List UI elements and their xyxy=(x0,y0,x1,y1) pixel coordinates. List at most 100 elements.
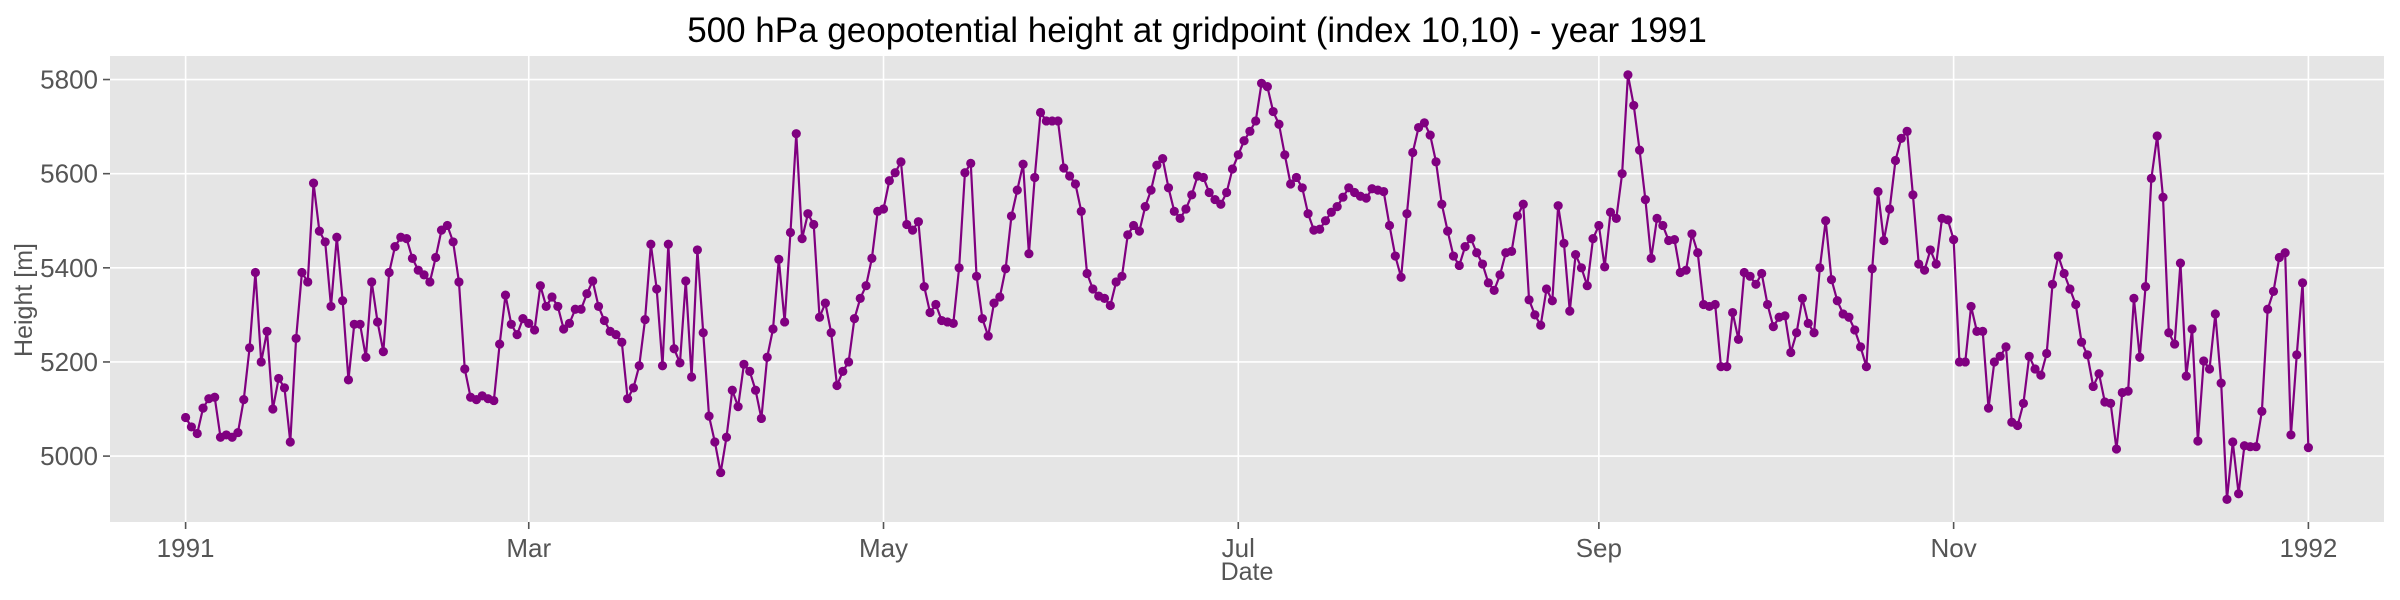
data-point xyxy=(547,292,557,302)
data-point xyxy=(623,394,633,404)
data-point xyxy=(593,301,604,312)
data-point xyxy=(332,232,342,242)
data-point xyxy=(1065,171,1075,181)
data-point xyxy=(1280,150,1290,160)
x-tick-label: 1991 xyxy=(157,533,215,563)
data-point xyxy=(1320,216,1331,226)
data-point xyxy=(721,432,732,442)
data-point xyxy=(628,383,639,393)
data-point xyxy=(1262,82,1272,92)
data-point xyxy=(425,277,435,287)
plot-area xyxy=(110,56,2384,522)
data-point xyxy=(2042,348,2052,359)
data-point xyxy=(564,318,575,328)
data-point xyxy=(1035,107,1046,118)
data-point xyxy=(1332,202,1342,212)
data-point xyxy=(1315,224,1325,234)
data-point xyxy=(1419,118,1429,128)
data-point xyxy=(1931,259,1941,269)
data-point xyxy=(1995,351,2005,361)
data-point xyxy=(1495,270,1505,280)
data-point xyxy=(1076,206,1086,216)
grid xyxy=(110,56,2384,522)
data-point xyxy=(774,254,784,264)
data-point xyxy=(1163,183,1174,193)
data-point xyxy=(1454,260,1464,271)
data-point xyxy=(681,276,691,286)
x-tick-label: Jul xyxy=(1222,533,1255,563)
data-point xyxy=(256,357,266,367)
data-point xyxy=(657,361,668,371)
data-point xyxy=(378,347,388,357)
data-point xyxy=(1536,320,1546,330)
data-point xyxy=(1402,209,1412,219)
data-point xyxy=(210,392,220,402)
y-tick-label: 5600 xyxy=(40,159,98,189)
data-point xyxy=(1216,199,1226,209)
data-point xyxy=(867,253,877,263)
data-point xyxy=(826,328,836,338)
data-point xyxy=(1297,183,1307,193)
data-point xyxy=(1472,248,1482,258)
data-point xyxy=(1251,116,1261,126)
data-point xyxy=(1286,179,1296,189)
data-point xyxy=(535,281,545,291)
data-point xyxy=(2251,442,2261,452)
data-point xyxy=(1803,318,1813,328)
data-point xyxy=(931,299,941,310)
data-point xyxy=(1134,226,1145,236)
data-point xyxy=(2123,386,2133,396)
x-axis-label: Date xyxy=(1221,558,1274,586)
data-point xyxy=(1919,265,1930,275)
data-point xyxy=(1326,207,1336,217)
data-point xyxy=(640,315,650,325)
data-point xyxy=(2094,369,2104,379)
data-point xyxy=(1105,300,1115,311)
y-axis: 5000 5200 5400 5600 5800 xyxy=(40,65,110,471)
data-point xyxy=(1111,277,1121,287)
data-point xyxy=(1222,187,1232,198)
data-point xyxy=(2106,398,2116,408)
data-point xyxy=(2158,192,2168,202)
x-tick-label: 1992 xyxy=(2279,533,2337,563)
data-point xyxy=(1733,334,1744,344)
data-point xyxy=(1460,242,1470,252)
data-point xyxy=(181,412,191,423)
data-point xyxy=(268,404,278,414)
data-point xyxy=(285,437,295,447)
data-point xyxy=(2181,371,2191,381)
data-point xyxy=(320,237,330,247)
data-point xyxy=(1303,209,1313,219)
data-point xyxy=(233,427,243,438)
data-point xyxy=(1983,403,1994,413)
data-point xyxy=(1227,164,1238,174)
y-tick-label: 5000 xyxy=(40,441,98,471)
data-point xyxy=(1361,193,1371,203)
data-point xyxy=(1158,154,1168,164)
data-point xyxy=(303,277,313,287)
data-point xyxy=(291,333,301,344)
data-point xyxy=(1797,293,1808,304)
data-point xyxy=(820,298,830,308)
data-point xyxy=(1757,268,1767,279)
data-point xyxy=(407,253,418,263)
data-point xyxy=(1443,226,1453,236)
data-point xyxy=(1821,216,1831,226)
data-point xyxy=(739,359,749,369)
x-tick-label: May xyxy=(859,533,908,563)
data-point xyxy=(1553,201,1563,211)
data-point xyxy=(791,129,801,139)
data-point xyxy=(2082,350,2092,360)
data-point xyxy=(1588,234,1598,244)
data-point xyxy=(797,234,807,244)
data-point xyxy=(646,239,656,249)
data-point xyxy=(878,204,889,214)
data-point xyxy=(925,307,935,318)
data-point xyxy=(663,239,673,249)
data-point xyxy=(553,301,563,312)
data-point xyxy=(1652,213,1662,223)
data-point xyxy=(995,292,1005,302)
data-point xyxy=(1291,172,1302,183)
data-point xyxy=(390,242,400,252)
